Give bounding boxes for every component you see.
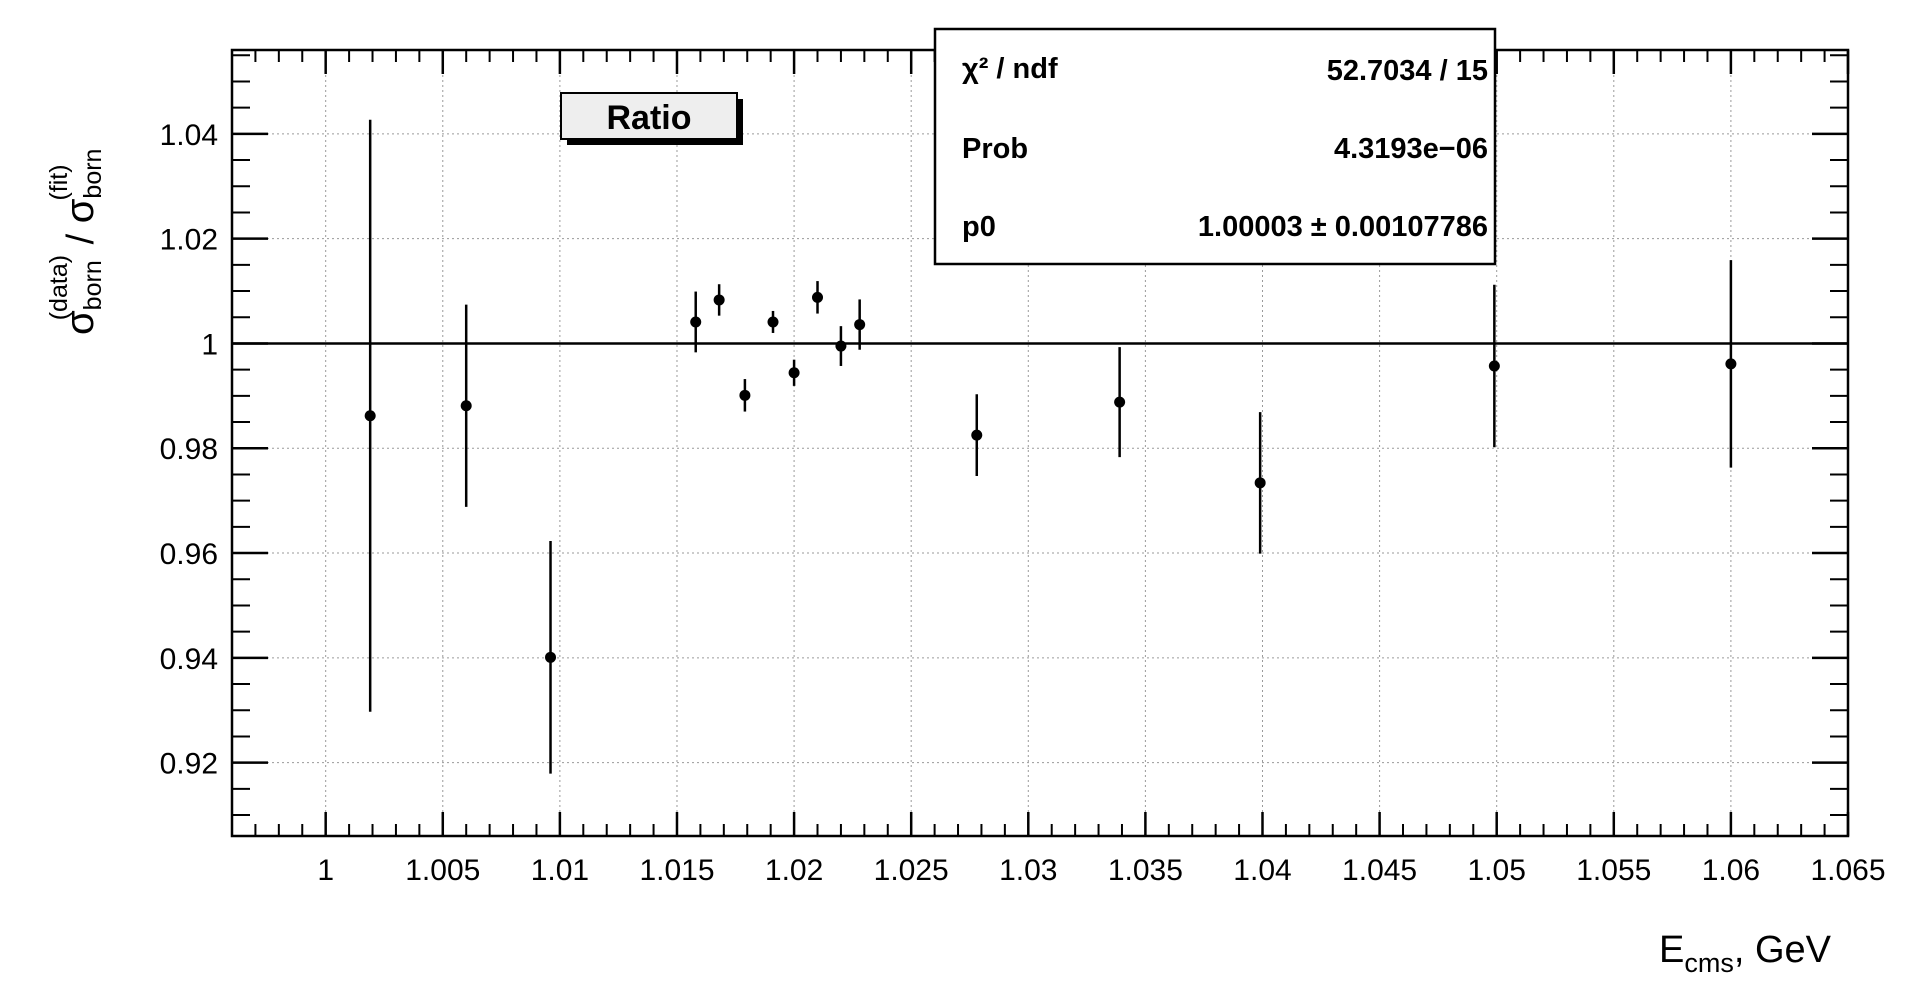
data-point (690, 316, 702, 328)
data-points (364, 119, 1737, 774)
data-point (812, 291, 824, 303)
x-tick-label: 1.025 (874, 854, 949, 887)
title-box-frame (560, 92, 738, 140)
x-tick-label: 1.06 (1702, 854, 1760, 887)
stat-label-prob: Prob (962, 133, 1028, 165)
stat-label-p0: p0 (962, 211, 996, 243)
x-tick-label: 1.035 (1108, 854, 1183, 887)
stat-value-chi2: 52.7034 / 15 (1327, 55, 1488, 87)
data-point (835, 340, 847, 352)
x-tick-label: 1.03 (999, 854, 1057, 887)
x-tick-label: 1.045 (1342, 854, 1417, 887)
stats-box-frame (933, 27, 1497, 266)
x-tick-label: 1.05 (1468, 854, 1526, 887)
data-point (767, 316, 779, 328)
x-tick-labels: 1 1.005 1.01 1.015 1.02 1.025 1.03 1.035 1.04 1.0… (317, 854, 1885, 887)
data-point (1254, 477, 1266, 489)
y-tick-label: 0.98 (160, 433, 218, 466)
x-tick-label: 1 (317, 854, 334, 887)
y-tick-labels: 0.92 0.94 0.96 0.98 1 1.02 1.04 (160, 119, 218, 781)
y-axis-label: σborn(data) / σborn(fit) (45, 149, 107, 335)
x-tick-label: 1.015 (639, 854, 714, 887)
data-point (1488, 360, 1500, 372)
x-tick-label: 1.065 (1810, 854, 1885, 887)
title-box: Ratio (560, 92, 743, 145)
data-point (460, 400, 472, 412)
y-tick-label: 0.92 (160, 748, 218, 781)
y-tick-label: 0.96 (160, 538, 218, 571)
stat-value-prob: 4.3193e−06 (1334, 133, 1488, 165)
data-point (971, 429, 983, 441)
chart-title: Ratio (607, 99, 692, 137)
y-tick-label: 1.02 (160, 224, 218, 257)
x-tick-label: 1.005 (405, 854, 480, 887)
data-point (364, 410, 376, 422)
x-tick-label: 1.04 (1233, 854, 1291, 887)
data-point (788, 367, 800, 379)
data-point (739, 389, 751, 401)
data-point (1725, 358, 1737, 370)
data-point (854, 319, 866, 331)
x-tick-label: 1.02 (765, 854, 823, 887)
y-tick-label: 1 (201, 328, 218, 361)
stats-box: χ² / ndf 52.7034 / 15 Prob 4.3193e−06 p0… (933, 27, 1497, 266)
x-tick-label: 1.01 (531, 854, 589, 887)
y-tick-label: 1.04 (160, 119, 218, 152)
x-axis-label: Ecms, GeV (1659, 929, 1832, 978)
data-point (713, 294, 725, 306)
data-point (1114, 396, 1126, 408)
y-tick-label: 0.94 (160, 643, 218, 676)
stat-value-p0: 1.00003 ± 0.00107786 (1198, 211, 1488, 243)
data-point (545, 651, 557, 663)
stat-label-chi2: χ² / ndf (962, 53, 1058, 85)
x-tick-label: 1.055 (1576, 854, 1651, 887)
